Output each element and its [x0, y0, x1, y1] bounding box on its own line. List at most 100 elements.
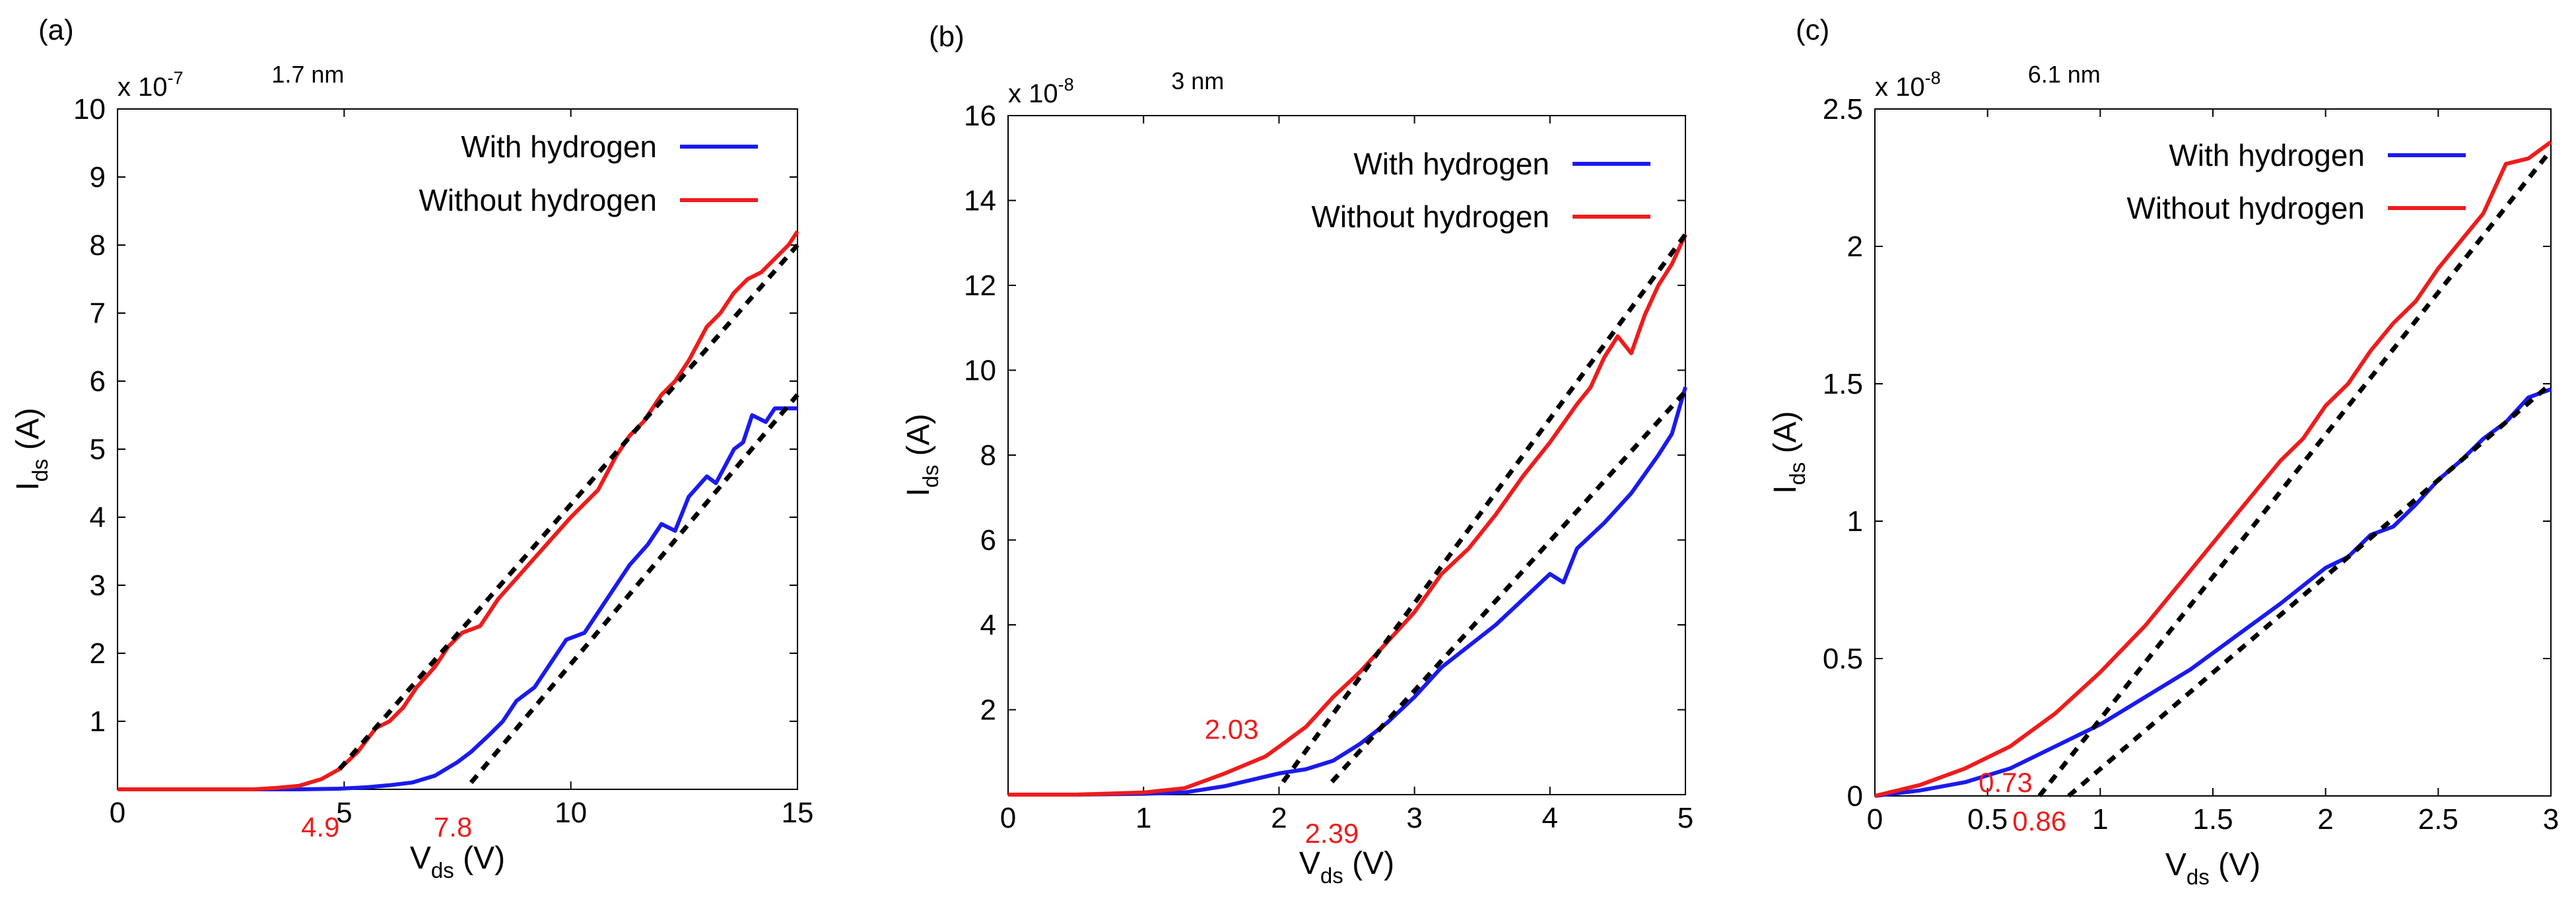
panel-label: (a) — [38, 14, 74, 46]
y-tick-label: 3 — [90, 569, 106, 602]
y-axis-label: Ids (A) — [901, 413, 943, 497]
y-axis-label: Ids (A) — [1768, 411, 1810, 494]
y-axis-label-part: I — [901, 487, 936, 496]
x-tick-label: 5 — [1678, 802, 1693, 834]
y-tick-label: 8 — [90, 229, 106, 262]
y-tick-label: 14 — [964, 185, 996, 217]
x-tick-label: 0 — [1000, 802, 1016, 834]
linear-fit-line — [469, 393, 799, 784]
x-tick-label: 0 — [1867, 803, 1883, 836]
series-line-without-hydrogen — [118, 230, 799, 791]
series-line-with-hydrogen — [118, 406, 797, 791]
x-axis-label-part: (V) — [454, 841, 505, 876]
y-axis-label-part: (A) — [901, 413, 936, 464]
x-tick-label: 0 — [110, 797, 125, 829]
y-tick-label: 2 — [1847, 231, 1863, 263]
x-tick-label: 5 — [336, 797, 352, 829]
x-axis-label-part: ds — [2186, 865, 2210, 889]
y-axis-label-part: ds — [28, 459, 52, 482]
x-tick-label: 1 — [1135, 802, 1151, 834]
y-axis-label-part: I — [1768, 485, 1803, 493]
x-axis-label-part: (V) — [1343, 846, 1394, 881]
x-axis-label-part: ds — [431, 858, 454, 882]
legend-label: Without hydrogen — [2126, 191, 2365, 225]
series-line-without-hydrogen — [1008, 233, 1687, 797]
y-tick-label: 2 — [90, 637, 106, 670]
x-axis-label-part: ds — [1320, 863, 1343, 888]
linear-fit-line — [337, 243, 799, 771]
y-axis-label-part: I — [11, 482, 46, 490]
y-tick-label: 1 — [1847, 505, 1863, 538]
series-line-with-hydrogen — [1874, 387, 2552, 798]
x-tick-label: 2 — [1271, 802, 1287, 834]
y-tick-label: 1.5 — [1823, 368, 1863, 400]
y-tick-label: 2.5 — [1823, 93, 1863, 126]
legend-label: With hydrogen — [1353, 147, 1549, 181]
linear-fit-line — [2067, 382, 2553, 798]
y-tick-label: 8 — [980, 439, 996, 472]
y-tick-label: 0 — [1847, 780, 1863, 812]
legend-label: Without hydrogen — [1311, 199, 1549, 234]
x-tick-label: 3 — [1406, 802, 1422, 834]
threshold-annotation: 4.9 — [301, 812, 339, 843]
chart-panel-1: 0 5 10 15 1 2 3 4 5 6 7 8 9 10 4.9 7.8 (a) 1.7 nm x 10-7 Vd… — [11, 14, 813, 882]
threshold-annotation: 7.8 — [434, 812, 472, 843]
y-multiplier: x 10-8 — [1008, 75, 1074, 108]
y-axis-label-part: (A) — [11, 408, 46, 458]
x-tick-label: 0.5 — [1967, 803, 2008, 836]
threshold-annotation: 2.03 — [1205, 713, 1259, 744]
x-tick-label: 10 — [555, 797, 587, 829]
y-multiplier: x 10-8 — [1875, 68, 1941, 102]
y-tick-label: 6 — [90, 365, 106, 398]
threshold-annotation: 0.73 — [1979, 767, 2033, 798]
y-multiplier: x 10-7 — [118, 68, 184, 102]
threshold-annotation: 0.86 — [2012, 805, 2066, 836]
x-tick-label: 1.5 — [2192, 803, 2233, 836]
chart-panel-3: 0 0.5 1 1.5 2 2.5 3 0 0.5 1 1.5 2 2.5 0.73 0.86 (c) 6.1 … — [1768, 14, 2559, 889]
y-multiplier-base: x 10 — [118, 73, 168, 102]
y-tick-label: 10 — [73, 93, 106, 126]
y-tick-label: 0.5 — [1823, 643, 1863, 675]
y-axis-label-part: (A) — [1768, 411, 1803, 462]
y-tick-label: 6 — [980, 524, 996, 557]
series-line-with-hydrogen — [1008, 386, 1687, 797]
y-tick-label: 5 — [90, 433, 106, 466]
x-axis-label-part: V — [2165, 847, 2186, 882]
x-tick-label: 1 — [2092, 803, 2108, 836]
y-tick-label: 1 — [90, 705, 106, 738]
x-tick-label: 3 — [2543, 803, 2559, 836]
chart-title: 1.7 nm — [271, 61, 344, 88]
y-axis-label: Ids (A) — [11, 408, 52, 491]
y-tick-label: 2 — [980, 694, 996, 727]
y-multiplier-base: x 10 — [1875, 73, 1925, 102]
x-axis-label: Vds (V) — [1299, 846, 1394, 888]
legend-label: With hydrogen — [461, 129, 657, 164]
y-axis-label-part: ds — [918, 465, 943, 488]
chart-title: 6.1 nm — [2028, 61, 2101, 88]
y-tick-label: 4 — [90, 501, 106, 534]
x-axis-label-part: (V) — [2210, 847, 2260, 882]
x-tick-label: 4 — [1542, 802, 1558, 834]
y-tick-label: 9 — [90, 161, 106, 194]
x-axis-label-part: V — [410, 841, 431, 876]
y-tick-label: 7 — [90, 297, 106, 330]
y-axis-label-part: ds — [1785, 462, 1810, 485]
linear-fit-line — [1281, 233, 1687, 783]
x-tick-label: 2 — [2317, 803, 2333, 836]
x-tick-label: 2.5 — [2418, 803, 2458, 836]
y-multiplier-exponent: -7 — [168, 68, 184, 88]
x-axis-label-part: V — [1299, 846, 1320, 881]
y-tick-label: 10 — [964, 355, 996, 387]
threshold-annotation: 2.39 — [1305, 818, 1359, 849]
legend-label: With hydrogen — [2169, 138, 2365, 172]
linear-fit-line — [1330, 390, 1687, 784]
y-tick-label: 16 — [964, 100, 996, 132]
legend-label: Without hydrogen — [419, 183, 657, 217]
panel-label: (c) — [1796, 14, 1829, 46]
y-tick-label: 12 — [964, 269, 996, 302]
y-multiplier-exponent: -8 — [1925, 68, 1941, 88]
panel-label: (b) — [929, 20, 965, 53]
x-tick-label: 15 — [782, 797, 814, 829]
x-axis-label: Vds (V) — [410, 841, 505, 882]
